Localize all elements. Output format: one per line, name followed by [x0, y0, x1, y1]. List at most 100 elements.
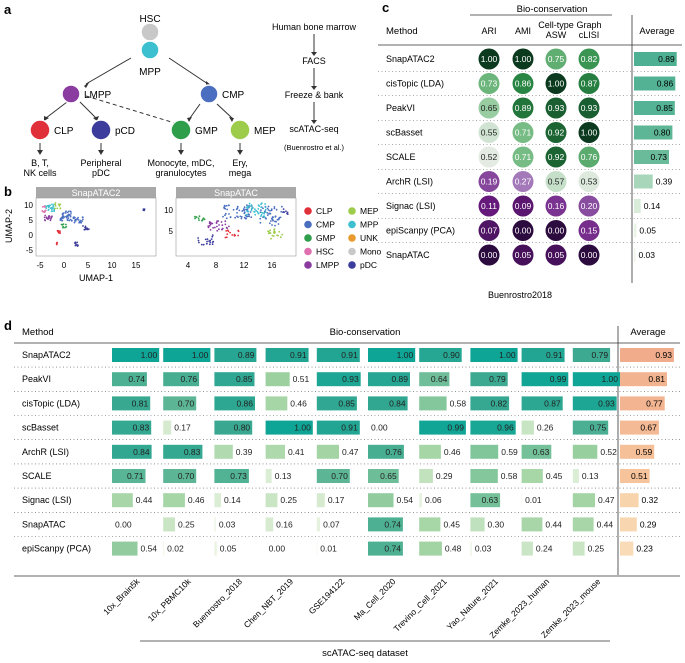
umap-point — [268, 212, 271, 215]
dataset-label: Chen_NBT_2019 — [242, 576, 296, 630]
score-bar — [572, 420, 609, 435]
umap-point — [240, 216, 243, 218]
umap-point — [267, 232, 270, 235]
umap-point — [194, 215, 196, 218]
score-circle — [578, 146, 600, 168]
umap-point — [69, 210, 72, 213]
umap-point — [239, 215, 242, 218]
score-label: 0.54 — [140, 544, 157, 554]
score-bar — [265, 420, 313, 435]
umap1-ytick: 0 — [29, 231, 34, 240]
umap-point — [43, 205, 46, 208]
score-label: 0.99 — [447, 423, 464, 433]
umap1-frame — [35, 197, 157, 257]
umap-point — [218, 228, 220, 231]
umap-point — [273, 228, 276, 231]
average-bar — [620, 372, 667, 387]
umap-point — [229, 216, 232, 219]
score-circle — [578, 195, 600, 217]
umap-point — [69, 214, 72, 216]
score-label: 0.01 — [320, 544, 337, 554]
umap-point — [263, 216, 266, 218]
score-label: 0.70 — [331, 471, 348, 481]
node-lmpp-label: LMPP — [84, 90, 112, 101]
method-header: Method — [22, 327, 54, 338]
average-bar — [620, 444, 655, 459]
umap-point — [285, 210, 287, 213]
umap-ylabel: UMAP-2 — [4, 209, 14, 243]
leaf-clp-line1: B, T, — [31, 158, 49, 168]
dataset-label: 10x_Brain5k — [101, 576, 142, 617]
umap-point — [228, 204, 230, 207]
umap2-xticks: 4 8 12 16 — [186, 261, 277, 270]
score-label: 0.71 — [515, 128, 532, 138]
score-label: 1.00 — [548, 79, 565, 89]
umap1-xtick: -5 — [36, 261, 44, 270]
method-label: ArchR (LSI) — [386, 177, 433, 187]
umap-point — [211, 243, 214, 246]
method-label: PeakVI — [22, 374, 51, 384]
score-label: 0.75 — [590, 423, 607, 433]
score-label: 0.84 — [133, 447, 150, 457]
legend-label: LMPP — [316, 260, 339, 270]
umap-point — [246, 215, 248, 218]
score-label: 0.46 — [188, 495, 205, 505]
umap-point — [67, 214, 69, 217]
score-circle — [478, 171, 500, 192]
umap-point — [223, 207, 226, 210]
score-label: 0.20 — [581, 201, 598, 211]
legend-label: CMP — [316, 220, 335, 230]
umap-point — [77, 216, 79, 219]
umap-point — [76, 244, 79, 247]
umap1-yticks: 10 5 0 -5 — [24, 201, 33, 255]
umap-point — [202, 243, 205, 246]
umap-point — [226, 208, 229, 211]
umap-point — [60, 219, 63, 222]
umap-point — [245, 208, 247, 211]
umap-point — [228, 213, 230, 215]
score-bar — [265, 493, 278, 508]
umap-point — [211, 234, 214, 237]
umap-point — [222, 215, 224, 218]
average-bar — [634, 125, 673, 140]
umap-point — [41, 206, 44, 208]
score-label: 0.81 — [132, 398, 149, 408]
panel-b: b SnapATAC2 -5 0 5 10 15 10 5 0 -5 UMAP-… — [4, 184, 382, 283]
umap-point — [250, 204, 253, 206]
score-label: 0.86 — [515, 79, 532, 89]
umap-point — [260, 211, 263, 214]
umap-point — [256, 210, 259, 213]
score-label: 0.85 — [338, 398, 355, 408]
score-label: 0.07 — [323, 519, 340, 529]
method-label: Signac (LSI) — [386, 201, 436, 211]
score-bar — [419, 372, 450, 387]
average-bar — [634, 248, 636, 262]
umap-point — [203, 218, 206, 221]
method-label: epiScanpy (PCA) — [386, 226, 455, 236]
umap-point — [225, 236, 228, 239]
umap-point — [246, 210, 248, 212]
node-lmpp-circle — [61, 84, 81, 104]
score-label: 0.59 — [501, 447, 518, 457]
score-bar — [470, 444, 499, 459]
score-bar — [521, 420, 534, 435]
umap-point — [224, 212, 227, 215]
umap-point — [233, 234, 236, 237]
score-label: 1.00 — [601, 374, 618, 384]
score-label: 0.00 — [481, 250, 498, 260]
score-circle — [545, 97, 567, 119]
umap-point — [278, 230, 281, 233]
umap-point — [197, 237, 200, 239]
umap-point — [229, 231, 232, 234]
umap-point — [278, 216, 281, 219]
score-circle — [512, 73, 534, 94]
umap-point — [68, 219, 71, 222]
method-label: PeakVI — [386, 103, 415, 113]
score-label: 0.44 — [597, 519, 614, 529]
umap-point — [277, 218, 280, 221]
pipeline-citation: (Buenrostro et al.) — [284, 143, 345, 152]
score-label: 0.79 — [489, 374, 506, 384]
umap-point — [237, 216, 239, 219]
node-clp-circle — [29, 119, 51, 141]
umap-point — [44, 209, 47, 212]
